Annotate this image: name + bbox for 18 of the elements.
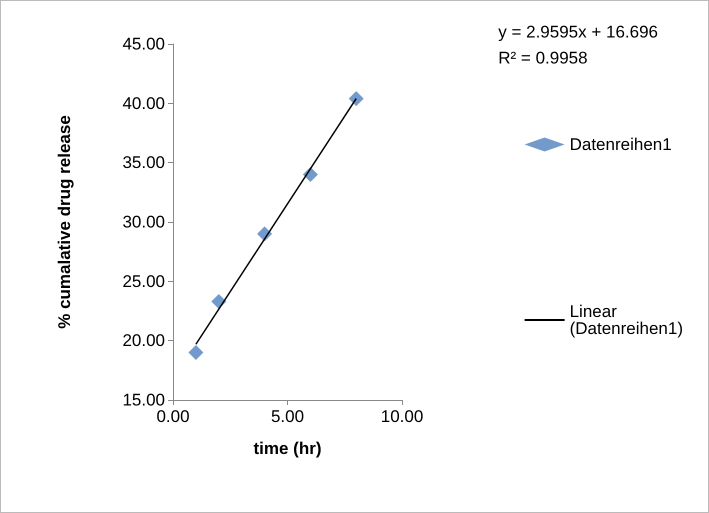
y-tick-label: 30.00 xyxy=(122,212,165,232)
y-tick-label: 35.00 xyxy=(122,153,165,172)
legend-label: Linear (Datenreihen1) xyxy=(570,302,684,338)
point xyxy=(348,91,364,106)
y-tick-label: 15.00 xyxy=(122,390,165,410)
text: R² = 0.9958 xyxy=(498,48,588,68)
y-tick-label: 25.00 xyxy=(122,272,165,291)
x-tick-label: 10.00 xyxy=(380,407,424,426)
point xyxy=(188,345,204,360)
x-tick-label: 0.00 xyxy=(156,407,190,426)
y-tick-label: 45.00 xyxy=(122,34,165,54)
y-tick-label: 40.00 xyxy=(122,94,165,113)
x-tick-label: 5.00 xyxy=(270,407,304,426)
y-tick-label: 20.00 xyxy=(122,331,165,350)
legend-label: Datenreihen1 xyxy=(570,135,672,154)
y-axis-title: % cumalative drug release xyxy=(55,115,74,329)
text: y = 2.9595x + 16.696 xyxy=(498,22,658,42)
x-axis-title: time (hr) xyxy=(254,439,322,458)
